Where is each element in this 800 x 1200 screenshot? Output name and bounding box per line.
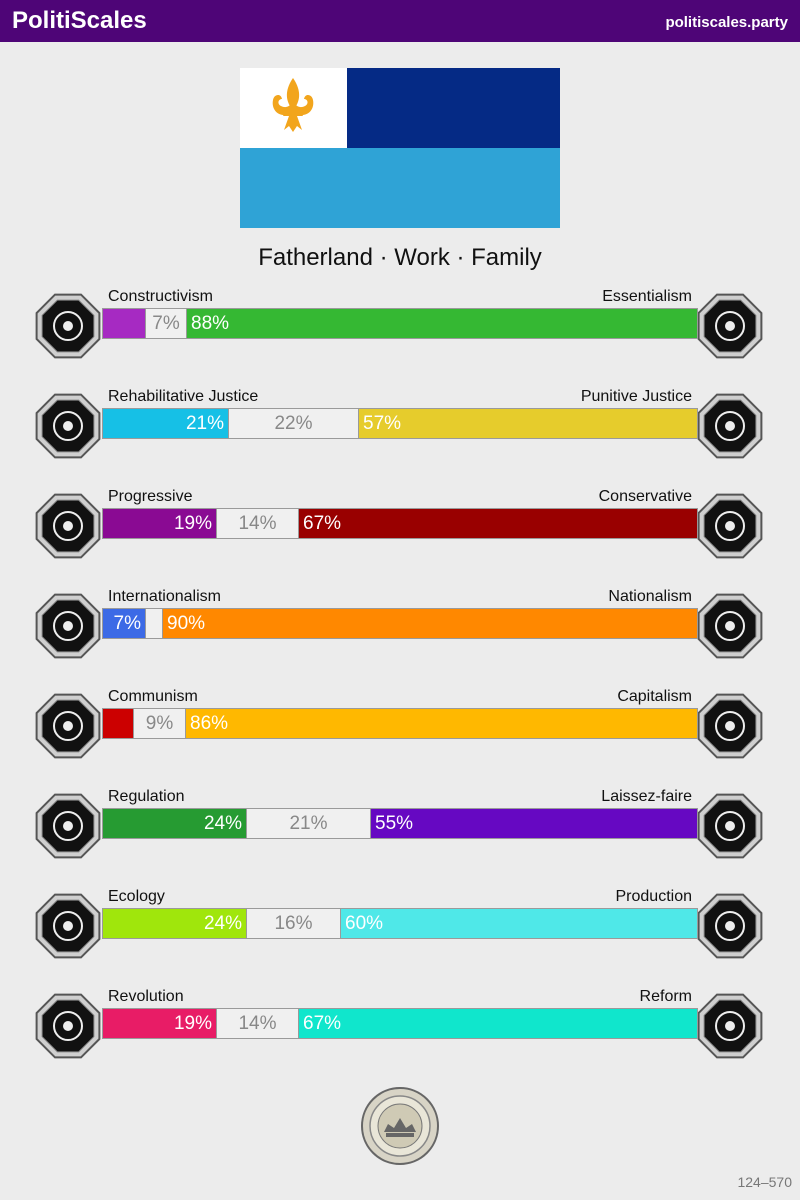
axis-right-label: Laissez-faire xyxy=(601,788,692,805)
axis-left-segment xyxy=(103,709,133,738)
axis-row: Regulation Laissez-faire 24% 21% 55% xyxy=(0,788,800,868)
axis-right-segment: 55% xyxy=(371,809,697,838)
axis-left-segment: 21% xyxy=(103,409,228,438)
hammer-sickle-icon xyxy=(35,693,101,759)
axis-mid-segment: 7% xyxy=(145,309,187,338)
gear-icon xyxy=(697,893,763,959)
axis-left-label: Progressive xyxy=(108,488,193,505)
axis-row: Communism Capitalism 9% 86% xyxy=(0,688,800,768)
axis-row: Revolution Reform 19% 14% 67% xyxy=(0,988,800,1068)
axis-bar: 19% 14% 67% xyxy=(102,1008,698,1039)
axis-right-segment: 60% xyxy=(341,909,697,938)
axis-mid-segment: 22% xyxy=(228,409,359,438)
result-flag xyxy=(240,68,560,228)
axis-right-label: Essentialism xyxy=(602,288,692,305)
seal-icon xyxy=(361,1087,439,1165)
axis-right-segment: 67% xyxy=(299,1009,697,1038)
version-label: 124–570 xyxy=(737,1174,792,1190)
brand-title: PolitiScales xyxy=(12,7,147,34)
axis-right-label: Nationalism xyxy=(608,588,692,605)
axis-left-label: Ecology xyxy=(108,888,165,905)
axis-right-label: Reform xyxy=(639,988,692,1005)
axis-left-label: Revolution xyxy=(108,988,184,1005)
axis-row: Rehabilitative Justice Punitive Justice 21… xyxy=(0,388,800,468)
rocket-icon xyxy=(35,493,101,559)
axis-bar: 9% 86% xyxy=(102,708,698,739)
axis-bar: 7% 88% xyxy=(102,308,698,339)
axis-row: Progressive Conservative 19% 14% 67% xyxy=(0,488,800,568)
app-header: PolitiScales politiscales.party xyxy=(0,0,800,42)
axis-left-label: Regulation xyxy=(108,788,185,805)
quill-icon xyxy=(697,493,763,559)
axis-left-label: Internationalism xyxy=(108,588,221,605)
axis-row: Ecology Production 24% 16% 60% xyxy=(0,888,800,968)
axis-left-label: Rehabilitative Justice xyxy=(108,388,259,405)
axis-left-label: Constructivism xyxy=(108,288,213,305)
axis-right-segment: 90% xyxy=(163,609,697,638)
axis-right-label: Punitive Justice xyxy=(580,388,692,405)
axis-left-label: Communism xyxy=(108,688,198,705)
axis-bar: 19% 14% 67% xyxy=(102,508,698,539)
axis-mid-segment: 14% xyxy=(216,509,299,538)
money-bag-icon xyxy=(697,693,763,759)
eye-icon xyxy=(35,293,101,359)
butterfly-icon xyxy=(697,793,763,859)
axis-right-segment: 57% xyxy=(359,409,697,438)
handshake-icon xyxy=(35,393,101,459)
axis-right-segment: 67% xyxy=(299,509,697,538)
axis-bar: 24% 16% 60% xyxy=(102,908,698,939)
axis-row: Constructivism Essentialism 7% 88% xyxy=(0,288,800,368)
parliament-icon xyxy=(697,993,763,1059)
axis-left-segment: 19% xyxy=(103,1009,216,1038)
axis-right-segment: 88% xyxy=(187,309,697,338)
axis-bar: 7% 90% xyxy=(102,608,698,639)
site-url[interactable]: politiscales.party xyxy=(665,14,788,31)
axis-left-segment: 24% xyxy=(103,809,246,838)
flower-icon xyxy=(697,293,763,359)
prison-bars-icon xyxy=(697,393,763,459)
flag-icon xyxy=(697,593,763,659)
axis-right-segment: 86% xyxy=(186,709,697,738)
axis-left-segment xyxy=(103,309,145,338)
axis-mid-segment: 16% xyxy=(246,909,341,938)
axis-left-segment: 24% xyxy=(103,909,246,938)
sprout-icon xyxy=(35,893,101,959)
globe-icon xyxy=(35,593,101,659)
axis-row: Internationalism Nationalism 7% 90% xyxy=(0,588,800,668)
axis-left-segment: 7% xyxy=(103,609,145,638)
axis-mid-segment: 21% xyxy=(246,809,371,838)
axis-mid-segment xyxy=(145,609,163,638)
axis-left-segment: 19% xyxy=(103,509,216,538)
ruler-icon xyxy=(35,793,101,859)
axis-bar: 21% 22% 57% xyxy=(102,408,698,439)
axis-right-label: Conservative xyxy=(598,488,692,505)
axis-right-label: Production xyxy=(615,888,693,905)
fist-icon xyxy=(35,993,101,1059)
axis-bar: 24% 21% 55% xyxy=(102,808,698,839)
slogan: Fatherland · Work · Family xyxy=(258,244,542,271)
axis-right-label: Capitalism xyxy=(617,688,692,705)
axis-mid-segment: 14% xyxy=(216,1009,299,1038)
axis-mid-segment: 9% xyxy=(133,709,186,738)
fleur-de-lis-icon xyxy=(272,78,314,132)
